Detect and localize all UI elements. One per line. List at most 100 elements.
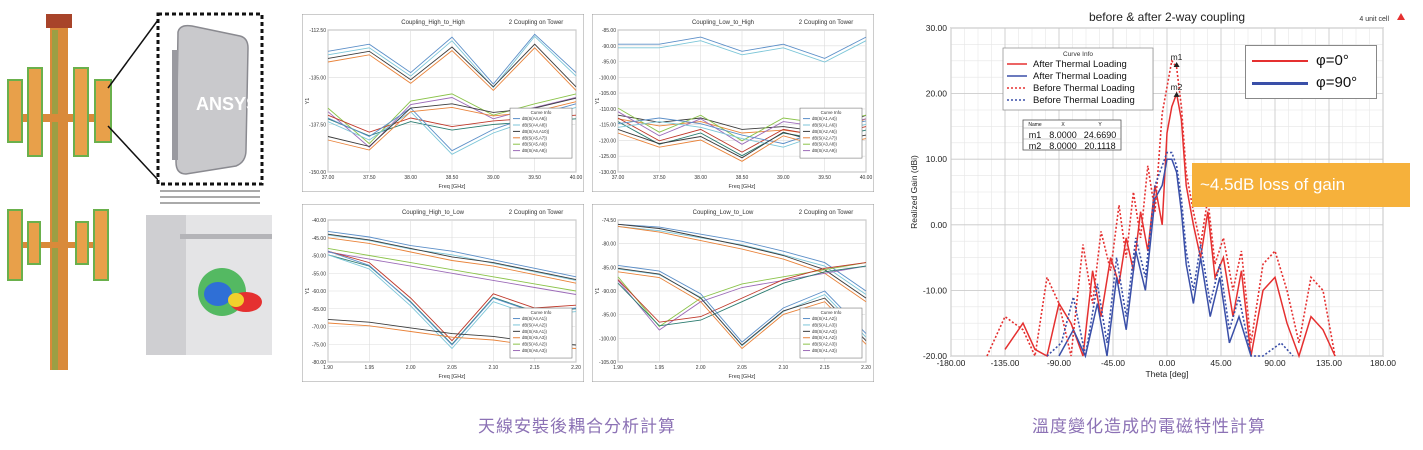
mini-chart-title: Coupling_High_to_High (401, 20, 464, 26)
mini-legend-title: Curve Info (531, 310, 552, 315)
mini-chart-low-to-low: Coupling_Low_to_Low 2 Coupling on Tower -7… (591, 203, 875, 383)
mini-legend-label: dB(S(A2,A5)) (812, 129, 838, 134)
marker-table-cell: 20.1118 (1084, 141, 1115, 151)
tower-top (46, 14, 72, 28)
mini-trace-line (617, 262, 867, 328)
mini-xlabel: Freq [GHz] (439, 374, 466, 380)
mini-xtick-label: 37.50 (653, 175, 666, 181)
mini-xtick-label: 1.90 (613, 365, 623, 371)
mini-chart-svg: Coupling_Low_to_Low 2 Coupling on Tower -7… (591, 203, 875, 383)
curve-info-title: Curve Info (1063, 51, 1093, 58)
main-xtick-label: 0.00 (1159, 358, 1176, 368)
main-series-line-0 (1004, 90, 1336, 359)
mini-trace-line (327, 251, 577, 295)
mini-legend-label: dB(S(A2,A3)) (812, 342, 838, 347)
main-series-line-1 (1058, 158, 1252, 359)
mini-legend-label: dB(S(A6,A8)) (522, 148, 548, 153)
mini-ytick-label: -70.00 (312, 325, 326, 331)
mini-trace-line (617, 265, 867, 331)
mini-ytick-label: -135.00 (309, 75, 326, 81)
mini-legend-label: dB(S(A1,A4)) (812, 116, 838, 121)
mini-xtick-label: 40.00 (860, 175, 873, 181)
mini-ytick-label: -115.00 (599, 123, 616, 129)
marker-label-m1: m1 (1171, 52, 1183, 62)
mini-ylabel: Y1 (305, 288, 311, 295)
mini-ytick-label: -45.00 (312, 236, 326, 242)
main-xtick-label: 90.00 (1264, 358, 1286, 368)
main-xtick-label: 135.00 (1316, 358, 1342, 368)
mini-trace-line (617, 262, 867, 323)
main-ytick-label: 20.00 (926, 89, 948, 99)
mini-xtick-label: 2.05 (447, 365, 457, 371)
mini-chart-svg: Coupling_High_to_Low 2 Coupling on Tower -… (301, 203, 585, 383)
field-lobe-yellow (228, 293, 244, 307)
mini-ytick-label: -85.00 (602, 28, 616, 34)
mini-chart-subtitle: 2 Coupling on Tower (799, 210, 854, 216)
mini-trace-line (327, 97, 577, 148)
leader-line-bottom (107, 125, 161, 183)
mini-xtick-label: 2.15 (820, 365, 830, 371)
mini-xlabel: Freq [GHz] (729, 374, 756, 380)
mini-legend-title: Curve Info (531, 110, 552, 115)
field-inset-bracket (180, 234, 272, 239)
mini-legend-label: dB(S(A1,A2)) (812, 316, 838, 321)
mini-legend-title: Curve Info (821, 310, 842, 315)
mini-trace-line (327, 93, 577, 145)
mini-ytick-label: -112.50 (309, 28, 326, 34)
mini-ytick-label: -55.00 (312, 271, 326, 277)
mini-xtick-label: 39.50 (818, 175, 831, 181)
mini-ytick-label: -150.00 (309, 170, 326, 176)
mini-xtick-label: 2.10 (488, 365, 498, 371)
antenna-mount (172, 50, 178, 160)
mini-xtick-label: 2.15 (530, 365, 540, 371)
mini-xtick-label: 38.00 (694, 175, 707, 181)
mini-trace-line (327, 234, 577, 281)
mini-legend-label: dB(S(A5,A3)) (522, 335, 548, 340)
mini-legend-label: dB(S(A4,A6)) (522, 116, 548, 121)
mini-ytick-label: -100.00 (599, 336, 616, 342)
mini-ytick-label: -105.00 (599, 360, 616, 366)
caption-thermal: 溫度變化造成的電磁特性計算 (1032, 417, 1266, 437)
tower-lower-arm (15, 242, 103, 248)
mini-chart-subtitle: 2 Coupling on Tower (509, 20, 564, 26)
mini-legend-label: dB(S(A1,A2)) (812, 335, 838, 340)
curve-info-label-1: After Thermal Loading (1033, 71, 1127, 82)
mini-xtick-label: 2.20 (861, 365, 871, 371)
marker-table-cell: 8.0000 (1049, 141, 1077, 151)
phi-legend-item-0: φ=0° (1252, 52, 1372, 70)
mini-xtick-label: 2.20 (571, 365, 581, 371)
phi-legend-swatch-0 (1252, 60, 1308, 62)
main-series-line-3 (1046, 151, 1294, 357)
phi-legend-swatch-1 (1252, 82, 1308, 85)
mini-trace-line (617, 271, 867, 350)
mini-chart-title: Coupling_High_to_Low (402, 210, 465, 216)
phi-legend-label-0: φ=0° (1316, 52, 1349, 69)
main-ytick-label: 30.00 (926, 23, 948, 33)
tower-illustration: ANSYS (0, 10, 280, 375)
mini-legend-label: dB(S(A2,A3)) (812, 329, 838, 334)
mini-xlabel: Freq [GHz] (439, 184, 466, 190)
marker-table-cell: 24.6690 (1084, 130, 1117, 140)
mini-trace-line (617, 267, 867, 346)
mini-ytick-label: -110.00 (599, 107, 616, 113)
mini-legend-box (799, 107, 863, 159)
lower-antenna-group (7, 209, 109, 281)
phi-legend-item-1: φ=90° (1252, 74, 1372, 92)
mini-legend-label: dB(S(A6,A3)) (522, 348, 548, 353)
mini-trace-line (617, 268, 867, 347)
mini-legend-box (799, 307, 863, 359)
mini-chart-subtitle: 2 Coupling on Tower (799, 20, 854, 26)
mini-ytick-label: -125.00 (599, 154, 616, 160)
mini-legend-label: dB(S(A3,A8)) (812, 142, 838, 147)
mini-xtick-label: 39.00 (487, 175, 500, 181)
mini-xtick-label: 1.90 (323, 365, 333, 371)
caption-coupling: 天線安裝後耦合分析計算 (478, 417, 676, 437)
mini-trace-line (327, 33, 577, 85)
mini-ytick-label: -80.00 (602, 242, 616, 248)
mini-ytick-label: -137.50 (309, 123, 326, 129)
phi-legend: φ=0° φ=90° (1245, 45, 1377, 99)
main-chart-title: before & after 2-way coupling (1089, 10, 1245, 24)
mini-xtick-label: 39.50 (528, 175, 541, 181)
mini-trace-line (617, 223, 867, 292)
main-xtick-label: -135.00 (991, 358, 1020, 368)
